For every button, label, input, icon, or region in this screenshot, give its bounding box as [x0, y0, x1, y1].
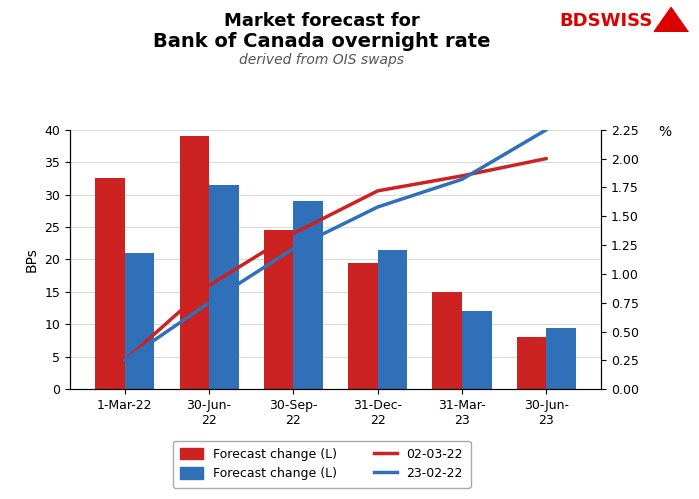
- Text: Market forecast for: Market forecast for: [224, 12, 419, 30]
- Bar: [264, 231, 294, 389]
- Bar: [209, 185, 238, 389]
- Bar: [95, 179, 124, 389]
- Bar: [348, 262, 377, 389]
- Text: derived from OIS swaps: derived from OIS swaps: [239, 53, 404, 67]
- Bar: [517, 337, 547, 389]
- Bar: [547, 328, 576, 389]
- Bar: [124, 253, 154, 389]
- Polygon shape: [654, 7, 689, 32]
- Bar: [462, 311, 491, 389]
- Bar: [377, 250, 408, 389]
- Legend: Forecast change (L), Forecast change (L), 02-03-22, 23-02-22: Forecast change (L), Forecast change (L)…: [173, 441, 470, 488]
- Y-axis label: %: %: [658, 125, 672, 139]
- Y-axis label: BPs: BPs: [24, 247, 38, 272]
- Bar: [294, 201, 323, 389]
- Bar: [180, 136, 209, 389]
- Text: BDSWISS: BDSWISS: [559, 12, 653, 30]
- Bar: [433, 292, 462, 389]
- Text: Bank of Canada overnight rate: Bank of Canada overnight rate: [153, 32, 490, 51]
